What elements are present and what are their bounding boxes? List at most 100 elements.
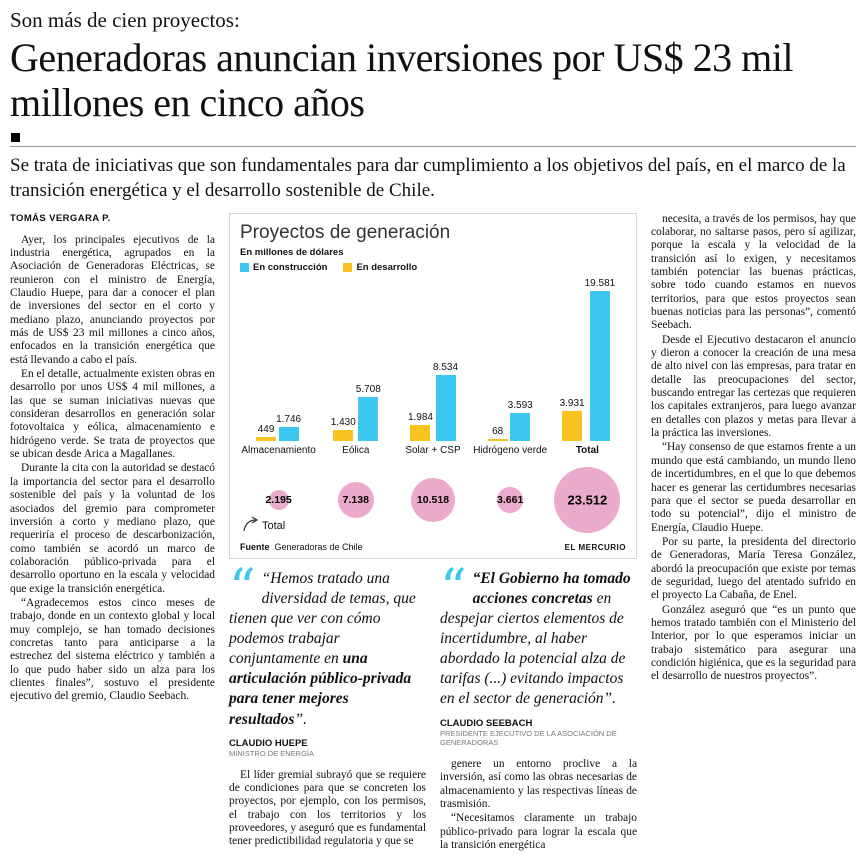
quote-attribution: CLAUDIO HUEPE MINISTRO DE ENERGÍA [229, 738, 426, 759]
quote-icon: “ [229, 558, 256, 619]
category-label: Solar + CSP [405, 444, 461, 456]
article-paragraph: En el detalle, actualmente existen obras… [10, 368, 215, 461]
legend-swatch-construccion-icon [240, 262, 249, 272]
totals-row: Total 2.195 7.138 10.518 3.661 23.512 [240, 464, 626, 536]
total-value: 7.138 [342, 493, 369, 506]
quote-text: “Hemos tratado una diversidad de temas, … [229, 569, 426, 730]
chart-title: Proyectos de generación [240, 221, 451, 243]
total-cell: 2.195 [240, 489, 317, 510]
article-paragraph: necesita, a través de los permisos, hay … [651, 212, 856, 332]
bar-group: 3.931 19.581 [549, 275, 626, 441]
bar-en-construccion [510, 413, 531, 441]
headline: Generadoras anuncian inversiones por US$… [10, 35, 793, 126]
bar-value-label: 68 [492, 425, 504, 437]
total-circle: 2.195 [265, 489, 292, 510]
legend-item-desarrollo: En desarrollo [343, 262, 417, 273]
total-circle: 7.138 [337, 481, 374, 518]
bar-group: 68 3.593 [472, 275, 549, 441]
middle-column: Proyectos de generación En millones de d… [229, 212, 637, 854]
curved-arrow-icon [243, 516, 259, 531]
bar-value-label: 3.931 [559, 397, 585, 409]
source-label: Fuente [240, 541, 270, 552]
right-column: necesita, a través de los permisos, hay … [651, 213, 856, 854]
quote-attribution: CLAUDIO SEEBACH PRESIDENTE EJECUTIVO DE … [440, 718, 637, 749]
category-row: Almacenamiento Eólica Solar + CSP Hidróg… [240, 445, 626, 456]
pull-quote-seebach: “ “El Gobierno ha tomado acciones concre… [440, 558, 637, 749]
totals-pointer: Total [242, 516, 285, 532]
totals-pointer-label: Total [262, 519, 286, 532]
subhead: Se trata de iniciativas que son fundamen… [10, 155, 846, 201]
pull-quote-huepe: “ “Hemos tratado una diversidad de temas… [229, 558, 426, 759]
article-paragraph: Durante la cita con la autoridad se dest… [10, 462, 215, 595]
mid-column-1: “ “Hemos tratado una diversidad de temas… [229, 558, 426, 854]
quote-segment: ”. [294, 710, 307, 728]
bar-en-construccion [358, 396, 379, 441]
generation-projects-chart: Proyectos de generación En millones de d… [229, 212, 637, 559]
quote-text: “El Gobierno ha tomado acciones concreta… [440, 569, 637, 710]
bar-group: 1.430 5.708 [317, 275, 394, 441]
bar-value-label: 8.534 [432, 362, 459, 374]
total-cell: 10.518 [394, 477, 471, 522]
header-rule [10, 146, 856, 148]
bar-value-label: 19.581 [584, 277, 616, 289]
bar-value-label: 449 [257, 424, 275, 436]
kicker: Son más de cien proyectos: [10, 8, 240, 32]
bar-en-desarrollo [333, 429, 354, 441]
chart-credit: EL MERCURIO [564, 542, 626, 552]
quote-segment: “Hemos tratado una diversidad de temas, … [229, 569, 416, 668]
quote-icon: “ [440, 558, 467, 619]
article-body: TOMÁS VERGARA P. Ayer, los principales e… [10, 212, 856, 854]
bar-value-label: 5.708 [355, 383, 381, 395]
bar-value-label: 1.984 [407, 412, 433, 424]
quote-role: MINISTRO DE ENERGÍA [229, 748, 315, 758]
total-value: 2.195 [265, 493, 292, 506]
article-paragraph: González aseguró que “es un punto que he… [651, 603, 856, 683]
quote-segment: en despejar ciertos elementos de incerti… [440, 589, 626, 708]
byline: TOMÁS VERGARA P. [10, 212, 111, 224]
bar-en-desarrollo [256, 437, 277, 441]
total-circle: 23.512 [554, 466, 621, 533]
left-column: TOMÁS VERGARA P. Ayer, los principales e… [10, 213, 215, 854]
bar-en-construccion [278, 427, 299, 441]
mid-column-2: “ “El Gobierno ha tomado acciones concre… [440, 558, 637, 854]
total-value: 10.518 [416, 493, 450, 506]
legend-label: En desarrollo [356, 261, 418, 273]
endmark-square [11, 133, 20, 143]
bar-value-label: 1.430 [330, 416, 356, 428]
middle-subcolumns: “ “Hemos tratado una diversidad de temas… [229, 558, 637, 854]
legend-label: En construcción [253, 261, 328, 273]
quote-author: CLAUDIO SEEBACH [440, 717, 533, 729]
total-circle: 10.518 [410, 477, 455, 522]
bar-en-desarrollo [487, 438, 508, 441]
article-paragraph: Ayer, los principales ejecutivos de la i… [10, 233, 215, 366]
total-cell: 7.138 [317, 481, 394, 518]
article-header: Son más de cien proyectos: Generadoras a… [10, 8, 856, 203]
category-label: Almacenamiento [241, 444, 316, 456]
legend-item-construccion: En construcción [240, 262, 327, 273]
bar-en-construccion [589, 290, 610, 441]
chart-legend: En construcción En desarrollo [240, 262, 626, 273]
article-paragraph: “Hay consenso de que estamos frente a un… [651, 441, 856, 534]
article-paragraph: Desde el Ejecutivo destacaron el anuncio… [651, 333, 856, 440]
article-paragraph: “Necesitamos claramente un trabajo públi… [440, 812, 637, 852]
bar-en-desarrollo [410, 425, 431, 441]
chart-footer: Fuente Generadoras de Chile EL MERCURIO [240, 542, 626, 552]
total-cell: 3.661 [472, 486, 549, 513]
legend-swatch-desarrollo-icon [343, 262, 353, 272]
bar-en-construccion [435, 375, 456, 441]
article-paragraph: Por su parte, la presidenta del director… [651, 535, 856, 602]
bar-group: 1.984 8.534 [394, 275, 471, 441]
quote-role: PRESIDENTE EJECUTIVO DE LA ASOCIACIÓN DE… [440, 728, 617, 748]
source-text: Generadoras de Chile [274, 541, 363, 552]
bar-value-label: 3.593 [507, 400, 533, 412]
category-label: Hidrógeno verde [473, 444, 548, 456]
total-value: 3.661 [497, 493, 524, 506]
bar-en-desarrollo [562, 410, 583, 441]
bar-group: 449 1.746 [240, 275, 317, 441]
total-circle: 3.661 [497, 486, 524, 513]
article-paragraph: El líder gremial subrayó que se requiere… [229, 768, 426, 848]
chart-subtitle: En millones de dólares [240, 246, 344, 258]
bar-row: 449 1.746 1.430 5.708 1.984 8.534 68 3.5… [240, 275, 626, 441]
quote-segment-bold: “El Gobierno ha tomado acciones concreta… [472, 569, 631, 607]
